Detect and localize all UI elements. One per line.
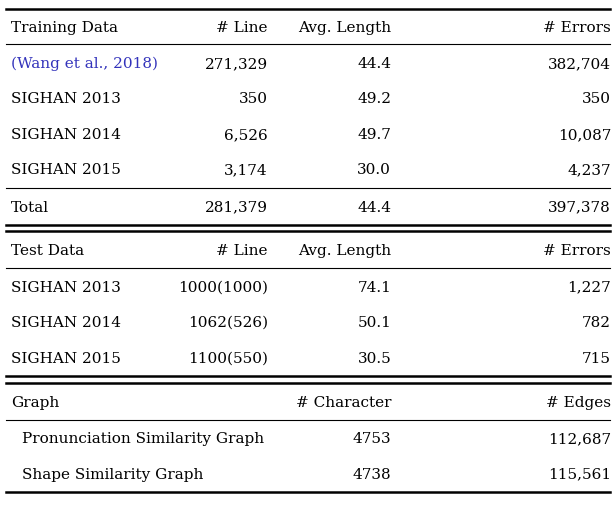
Text: # Edges: # Edges (546, 396, 611, 410)
Text: 3,174: 3,174 (224, 163, 268, 177)
Text: 74.1: 74.1 (357, 280, 391, 294)
Text: SIGHAN 2013: SIGHAN 2013 (11, 92, 121, 106)
Text: 6,526: 6,526 (224, 128, 268, 142)
Text: Training Data: Training Data (11, 21, 118, 35)
Text: Avg. Length: Avg. Length (298, 21, 391, 35)
Text: 115,561: 115,561 (548, 468, 611, 482)
Text: 350: 350 (239, 92, 268, 106)
Text: SIGHAN 2015: SIGHAN 2015 (11, 351, 121, 365)
Text: Pronunciation Similarity Graph: Pronunciation Similarity Graph (22, 432, 264, 446)
Text: Graph: Graph (11, 396, 59, 410)
Text: Avg. Length: Avg. Length (298, 244, 391, 258)
Text: Shape Similarity Graph: Shape Similarity Graph (22, 468, 203, 482)
Text: 44.4: 44.4 (357, 200, 391, 215)
Text: 271,329: 271,329 (205, 57, 268, 71)
Text: # Errors: # Errors (543, 21, 611, 35)
Text: 715: 715 (582, 351, 611, 365)
Text: 112,687: 112,687 (548, 432, 611, 446)
Text: 10,087: 10,087 (557, 128, 611, 142)
Text: (Wang et al., 2018): (Wang et al., 2018) (11, 57, 158, 71)
Text: SIGHAN 2015: SIGHAN 2015 (11, 163, 121, 177)
Text: 30.5: 30.5 (357, 351, 391, 365)
Text: Test Data: Test Data (11, 244, 84, 258)
Text: 1100(550): 1100(550) (188, 351, 268, 365)
Text: # Character: # Character (296, 396, 391, 410)
Text: 4,237: 4,237 (567, 163, 611, 177)
Text: 397,378: 397,378 (548, 200, 611, 215)
Text: 44.4: 44.4 (357, 57, 391, 71)
Text: 1000(1000): 1000(1000) (178, 280, 268, 294)
Text: 281,379: 281,379 (205, 200, 268, 215)
Text: # Line: # Line (216, 244, 268, 258)
Text: 50.1: 50.1 (357, 316, 391, 330)
Text: SIGHAN 2013: SIGHAN 2013 (11, 280, 121, 294)
Text: # Line: # Line (216, 21, 268, 35)
Text: 4738: 4738 (352, 468, 391, 482)
Text: Total: Total (11, 200, 49, 215)
Text: 4753: 4753 (352, 432, 391, 446)
Text: 49.2: 49.2 (357, 92, 391, 106)
Text: 30.0: 30.0 (357, 163, 391, 177)
Text: 782: 782 (582, 316, 611, 330)
Text: 382,704: 382,704 (548, 57, 611, 71)
Text: 1062(526): 1062(526) (188, 316, 268, 330)
Text: # Errors: # Errors (543, 244, 611, 258)
Text: SIGHAN 2014: SIGHAN 2014 (11, 128, 121, 142)
Text: 1,227: 1,227 (567, 280, 611, 294)
Text: 350: 350 (582, 92, 611, 106)
Text: 49.7: 49.7 (357, 128, 391, 142)
Text: SIGHAN 2014: SIGHAN 2014 (11, 316, 121, 330)
